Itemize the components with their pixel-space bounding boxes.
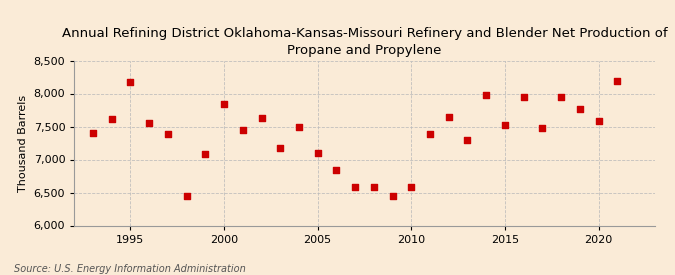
Point bbox=[313, 151, 323, 155]
Point bbox=[612, 79, 623, 83]
Point bbox=[518, 95, 529, 99]
Point bbox=[593, 118, 604, 123]
Point bbox=[144, 121, 155, 125]
Point bbox=[238, 128, 248, 132]
Point bbox=[387, 194, 398, 199]
Point bbox=[443, 114, 454, 119]
Point bbox=[574, 106, 585, 111]
Point bbox=[462, 138, 473, 142]
Point bbox=[406, 185, 416, 189]
Title: Annual Refining District Oklahoma-Kansas-Missouri Refinery and Blender Net Produ: Annual Refining District Oklahoma-Kansas… bbox=[61, 27, 668, 57]
Point bbox=[537, 126, 548, 131]
Y-axis label: Thousand Barrels: Thousand Barrels bbox=[18, 94, 28, 192]
Point bbox=[481, 93, 491, 97]
Point bbox=[256, 116, 267, 120]
Point bbox=[219, 102, 230, 106]
Point bbox=[425, 132, 435, 137]
Point bbox=[294, 125, 304, 129]
Point bbox=[125, 80, 136, 84]
Point bbox=[350, 185, 360, 189]
Point bbox=[181, 194, 192, 198]
Point bbox=[369, 185, 379, 189]
Point bbox=[500, 122, 510, 127]
Text: Source: U.S. Energy Information Administration: Source: U.S. Energy Information Administ… bbox=[14, 264, 245, 274]
Point bbox=[106, 116, 117, 121]
Point bbox=[200, 152, 211, 156]
Point bbox=[88, 131, 99, 135]
Point bbox=[163, 132, 173, 137]
Point bbox=[275, 146, 286, 150]
Point bbox=[331, 168, 342, 172]
Point bbox=[556, 95, 566, 99]
